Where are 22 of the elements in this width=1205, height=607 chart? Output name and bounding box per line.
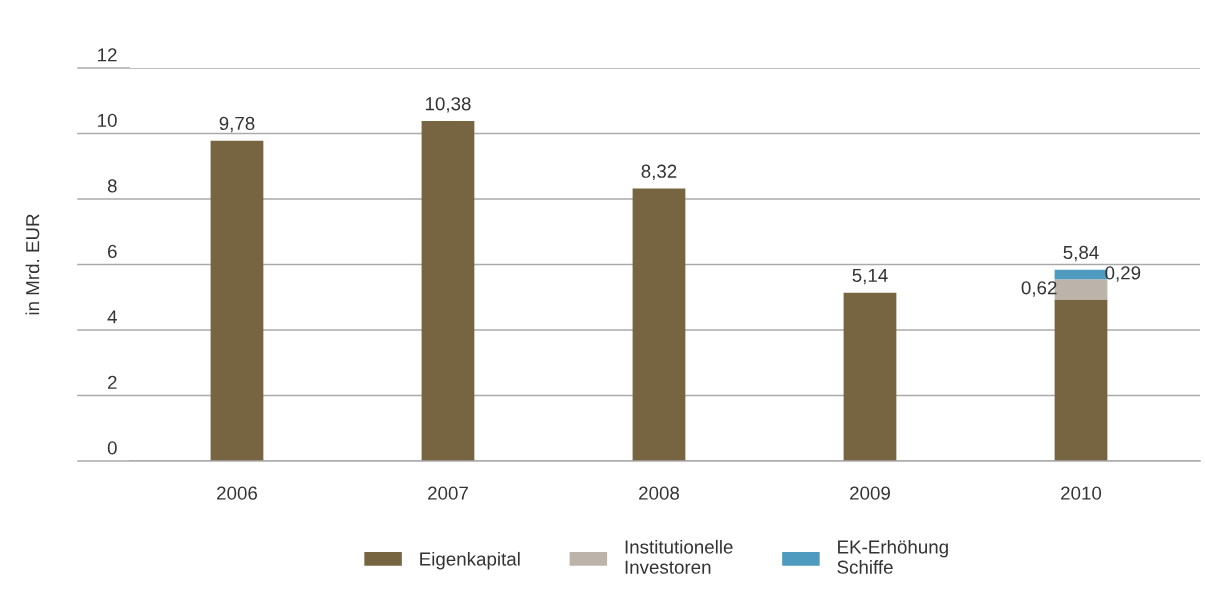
y-tick-label: 8 bbox=[107, 179, 117, 193]
data-label: 9,78 bbox=[219, 116, 255, 133]
data-label: 8,32 bbox=[641, 164, 677, 181]
legend-label: Eigenkapital bbox=[420, 551, 520, 570]
data-label: 10,38 bbox=[425, 97, 471, 113]
legend-label: Institutionelle Investoren bbox=[625, 539, 733, 574]
total-label: 5,84 bbox=[1063, 245, 1099, 262]
x-tick-label: 2006 bbox=[217, 486, 258, 500]
x-tick-label: 2007 bbox=[428, 486, 468, 500]
x-tick-label: 2009 bbox=[850, 486, 890, 500]
x-tick-label: 2010 bbox=[1061, 486, 1102, 500]
y-tick-label: 4 bbox=[107, 310, 117, 324]
y-tick-label: 6 bbox=[108, 244, 117, 259]
y-tick-label: 0 bbox=[107, 441, 117, 455]
x-tick-label: 2008 bbox=[639, 486, 680, 500]
y-axis-title: in Mrd. EUR bbox=[25, 214, 40, 315]
data-label: 5,14 bbox=[852, 268, 888, 285]
y-tick-label: 10 bbox=[98, 113, 117, 128]
legend-label: EK-Erhöhung Schiffe bbox=[837, 539, 948, 574]
y-tick-label: 2 bbox=[108, 375, 117, 389]
y-tick-label: 12 bbox=[98, 48, 117, 62]
data-label: 0,62 bbox=[1021, 281, 1057, 297]
